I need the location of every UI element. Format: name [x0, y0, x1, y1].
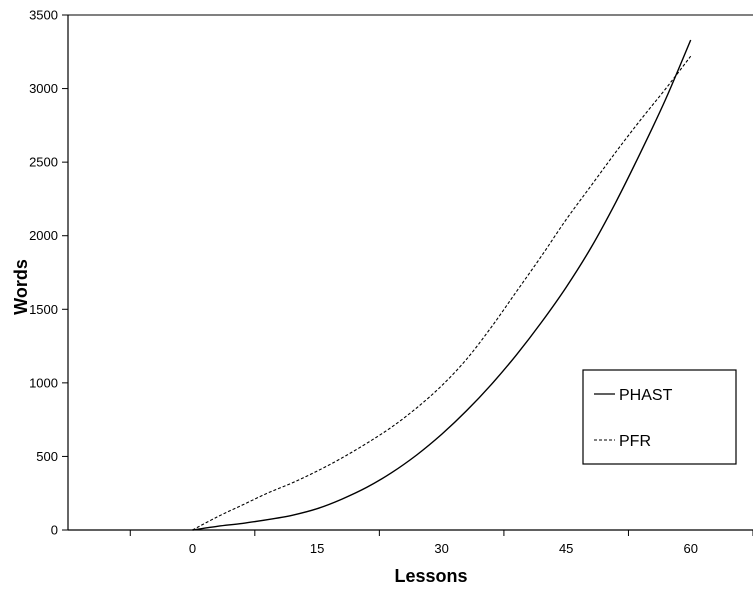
y-tick-label: 2000	[29, 228, 58, 243]
legend-label-phast: PHAST	[619, 387, 673, 404]
x-tick-label: 30	[434, 541, 448, 556]
x-tick-label: 60	[683, 541, 697, 556]
y-tick-label: 1000	[29, 375, 58, 390]
series-layer	[192, 39, 692, 531]
y-tick-label: 1500	[29, 302, 58, 317]
y-tick-label: 500	[36, 449, 58, 464]
y-tick-label: 3500	[29, 8, 58, 23]
legend-label-pfr: PFR	[619, 433, 651, 450]
x-ticks: 0 15 30 45 60	[129, 530, 753, 556]
legend-box	[582, 369, 737, 465]
x-tick-label: 45	[559, 541, 573, 556]
y-ticks: 0 500 1000 1500 2000 2500 3000 3500	[29, 8, 68, 538]
plot-area: 0 15 30 45 60 0 500 1000 1500 2000 2500 3000 3500	[29, 8, 753, 556]
series-line-phast	[192, 39, 692, 531]
y-axis-title: Words	[11, 259, 31, 315]
series-line-pfr	[192, 55, 692, 531]
y-tick-label: 0	[51, 523, 58, 538]
x-tick-label: 15	[310, 541, 324, 556]
legend: PHAST PFR	[582, 369, 737, 465]
y-tick-label: 3000	[29, 81, 58, 96]
x-tick-label: 0	[189, 541, 196, 556]
x-axis-title: Lessons	[394, 566, 467, 586]
y-tick-label: 2500	[29, 155, 58, 170]
